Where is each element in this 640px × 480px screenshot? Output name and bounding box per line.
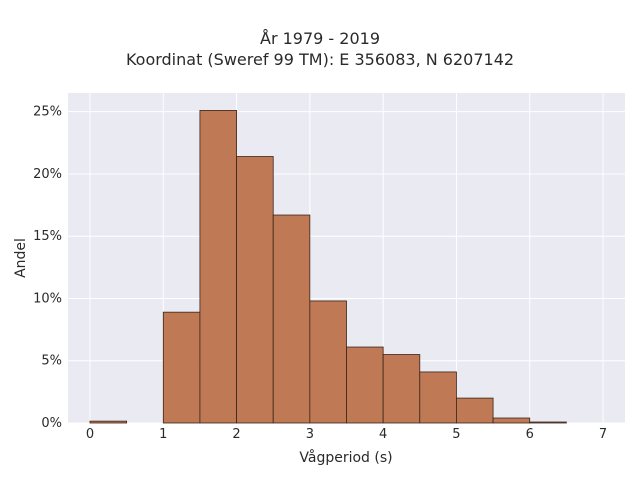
chart-subtitle: Koordinat (Sweref 99 TM): E 356083, N 62… [125, 50, 515, 69]
x-tick-label: 3 [306, 427, 314, 442]
histogram-bar [89, 420, 128, 424]
x-tick-labels: 0 1 2 3 4 5 6 7 [86, 427, 607, 442]
histogram-bar [309, 300, 347, 424]
x-axis-label: Vågperiod (s) [299, 449, 392, 466]
y-tick-label: 10% [33, 291, 62, 306]
x-tick-label: 0 [86, 427, 94, 442]
y-tick-labels: 0% 5% 10% 15% 20% 25% [33, 105, 62, 431]
y-tick-label: 0% [41, 416, 62, 431]
y-tick-label: 25% [33, 105, 62, 120]
x-tick-label: 5 [452, 427, 460, 442]
bars-group [89, 110, 567, 424]
histogram-bar [492, 417, 531, 424]
histogram-bar [199, 110, 237, 424]
histogram-bar [346, 346, 384, 424]
x-tick-label: 1 [159, 427, 167, 442]
histogram-bar [419, 371, 457, 424]
x-tick-label: 7 [599, 427, 607, 442]
chart-title: År 1979 - 2019 [260, 29, 380, 48]
y-axis-label: Andel [13, 238, 29, 278]
x-tick-label: 2 [232, 427, 240, 442]
y-tick-label: 15% [33, 229, 62, 244]
y-tick-label: 5% [41, 354, 62, 369]
x-tick-label: 6 [526, 427, 534, 442]
histogram-bar [236, 156, 274, 424]
histogram-bar [456, 397, 494, 424]
histogram-bar [382, 354, 421, 424]
histogram-bar [529, 421, 567, 424]
histogram-bar [272, 214, 311, 424]
y-tick-label: 20% [33, 167, 62, 182]
histogram-bar [162, 311, 201, 424]
x-tick-label: 4 [379, 427, 387, 442]
